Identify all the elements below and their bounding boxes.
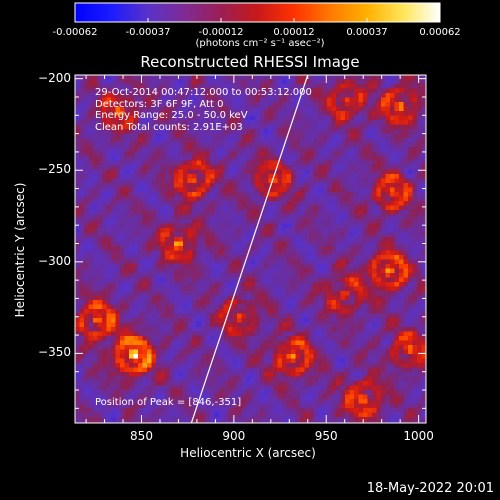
info-line: 29-Oct-2014 00:47:12.000 to 00:53:12.000 xyxy=(95,87,312,98)
info-line: Detectors: 3F 6F 9F, Att 0 xyxy=(95,98,224,110)
colorbar-units: (photons cm⁻² s⁻¹ asec⁻²) xyxy=(195,38,325,49)
colorbar-tick-label: -0.00037 xyxy=(125,27,171,38)
tick-label: −250 xyxy=(38,162,71,177)
tick-label: −350 xyxy=(38,345,71,360)
plot-frame xyxy=(74,74,427,424)
tick-label: −200 xyxy=(38,70,71,85)
colorbar-tick-label: 0.00037 xyxy=(346,27,388,38)
y-axis-label: Heliocentric Y (arcsec) xyxy=(13,182,27,318)
colorbar-tick-label: -0.00012 xyxy=(198,27,244,38)
tick-label: 1000 xyxy=(403,429,434,443)
axis-ticks xyxy=(75,75,426,423)
info-line: Clean Total counts: 2.91E+03 xyxy=(95,121,243,133)
colorbar-tick-label: 0.00062 xyxy=(419,27,461,38)
solar-limb-line xyxy=(190,75,309,423)
colorbar-ticks xyxy=(74,18,441,22)
tick-label: 850 xyxy=(130,429,153,443)
timestamp: 18-May-2022 20:01 xyxy=(366,481,494,496)
colorbar xyxy=(74,2,441,23)
colorbar-tick-label: -0.00062 xyxy=(52,27,98,38)
tick-label: 950 xyxy=(314,429,338,443)
chart-title: Reconstructed RHESSI Image xyxy=(140,53,360,71)
info-line: Energy Range: 25.0 - 50.0 keV xyxy=(95,110,248,121)
tick-label: −300 xyxy=(38,253,71,268)
tick-label: 900 xyxy=(222,429,246,443)
heatmap-image xyxy=(75,75,426,423)
colorbar-tick-label: 0.00012 xyxy=(273,27,315,38)
limb-line xyxy=(190,75,309,423)
peak-position-note: Position of Peak = [846,-351] xyxy=(95,397,242,408)
x-axis-label: Heliocentric X (arcsec) xyxy=(180,446,316,460)
